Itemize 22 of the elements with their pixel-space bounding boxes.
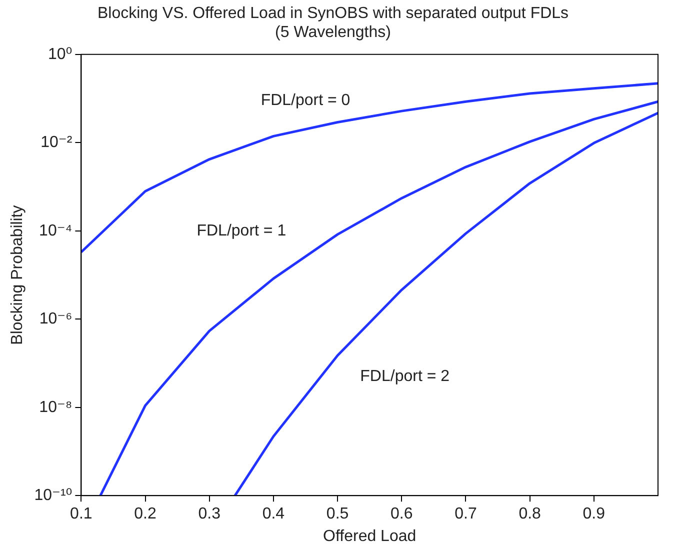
x-tick-label: 0.5 [326, 506, 349, 523]
x-tick-label: 0.4 [262, 506, 285, 523]
chart-title: Blocking VS. Offered Load in SynOBS with separated output FDLs [97, 5, 569, 22]
x-tick-label: 0.9 [582, 506, 606, 523]
chart-subtitle: (5 Wavelengths) [275, 24, 391, 42]
series-label: FDL/port = 1 [196, 222, 286, 240]
x-tick-label: 0.6 [390, 506, 413, 523]
y-tick-label: 10⁻² [40, 134, 73, 152]
y-tick-label: 10⁻¹⁰ [34, 487, 72, 504]
x-tick-label: 0.7 [454, 506, 477, 523]
series-label: FDL/port = 0 [260, 92, 350, 109]
y-tick-label: 10⁻⁴ [39, 222, 72, 240]
x-tick-label: 0.8 [518, 506, 542, 523]
x-axis-title: Offered Load [323, 528, 416, 545]
y-axis-title: Blocking Probability [9, 205, 26, 345]
y-tick-label: 10⁰ [48, 46, 72, 63]
x-tick-label: 0.1 [70, 506, 92, 523]
series-label: FDL/port = 2 [360, 368, 450, 385]
x-tick-label: 0.2 [134, 506, 156, 523]
y-tick-label: 10⁻⁶ [39, 310, 72, 328]
y-tick-label: 10⁻⁸ [39, 398, 72, 416]
x-tick-label: 0.3 [198, 506, 221, 523]
